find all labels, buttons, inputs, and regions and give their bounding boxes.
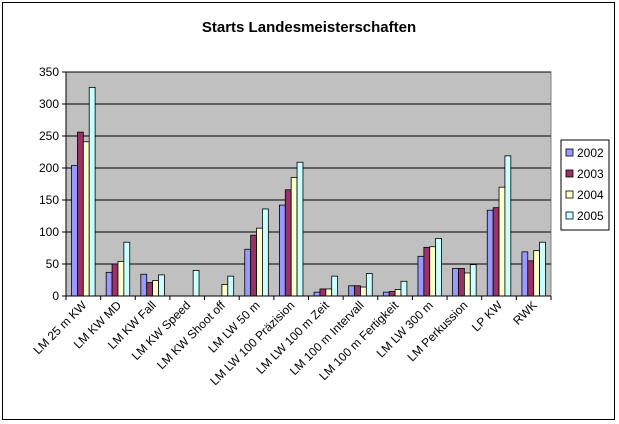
- legend-label: 2002: [577, 146, 604, 160]
- bar-2005: [158, 274, 165, 297]
- bar-2005: [331, 275, 339, 297]
- y-tick-label: 0: [52, 289, 59, 303]
- bar-2002: [452, 268, 459, 297]
- bar-2003: [146, 282, 154, 297]
- bar-2002: [417, 255, 425, 297]
- x-tick-label: LM Perkussion: [404, 298, 470, 364]
- bar-2005: [539, 241, 546, 297]
- chart-title: Starts Landesmeisterschaften: [202, 19, 416, 36]
- bar-2003: [527, 260, 535, 297]
- bar-2004: [360, 286, 367, 297]
- y-tick-label: 200: [39, 161, 59, 175]
- bar-2005: [469, 264, 477, 297]
- bar-2002: [486, 209, 494, 297]
- bar-2005: [88, 86, 96, 297]
- bar-2004: [498, 186, 506, 297]
- bar-2003: [458, 268, 465, 297]
- y-tick-label: 100: [39, 225, 59, 239]
- bar-2003: [423, 246, 431, 297]
- bar-2002: [278, 204, 286, 297]
- x-tick-label: RWK: [510, 298, 540, 328]
- legend-label: 2005: [577, 209, 604, 223]
- legend-swatch: [565, 211, 574, 220]
- legend-swatch: [565, 169, 574, 178]
- bar-2005: [227, 275, 235, 297]
- bar-2004: [117, 261, 125, 297]
- bar-2004: [82, 141, 90, 297]
- bar-2005: [435, 237, 442, 297]
- bar-2003: [492, 207, 500, 297]
- bar-2003: [250, 234, 257, 297]
- bar-2003: [388, 291, 396, 297]
- bar-2004: [533, 250, 540, 297]
- y-tick-label: 350: [39, 65, 59, 79]
- bar-2005: [504, 155, 512, 297]
- bar-2005: [400, 280, 408, 297]
- bar-2003: [77, 131, 84, 297]
- bar-2003: [111, 263, 119, 297]
- legend-label: 2003: [577, 167, 604, 181]
- bar-2004: [429, 246, 437, 297]
- bar-2002: [313, 291, 321, 297]
- bar-2002: [244, 248, 252, 297]
- bar-2003: [354, 285, 361, 297]
- x-tick-label: LP KW: [469, 298, 506, 335]
- legend-swatch: [565, 148, 574, 157]
- bar-2005: [192, 269, 200, 297]
- legend-label: 2004: [577, 188, 604, 202]
- bar-2002: [140, 273, 148, 297]
- bar-2002: [382, 291, 390, 297]
- bar-2004: [221, 284, 229, 297]
- y-tick-label: 300: [39, 97, 59, 111]
- bar-2004: [394, 289, 402, 297]
- gridlines: [66, 71, 551, 265]
- bar-2004: [256, 227, 263, 297]
- bar-2002: [105, 271, 113, 297]
- bar-2002: [71, 165, 78, 297]
- bar-2004: [290, 177, 298, 297]
- bar-2005: [365, 273, 373, 297]
- bar-2004: [463, 272, 471, 297]
- bar-2004: [325, 288, 333, 297]
- bar-2005: [262, 208, 269, 297]
- legend-swatch: [565, 190, 574, 199]
- bar-2003: [319, 288, 327, 297]
- bar-2002: [348, 285, 355, 297]
- bar-2005: [296, 161, 304, 297]
- bar-2003: [284, 189, 292, 297]
- plot-area: [65, 71, 552, 297]
- legend: 2002 2003 2004 2005: [560, 139, 610, 231]
- y-tick-label: 250: [39, 129, 59, 143]
- y-tick-label: 150: [39, 193, 59, 207]
- bar-2004: [152, 280, 159, 297]
- bar-2002: [521, 251, 529, 297]
- y-tick-label: 50: [46, 257, 60, 271]
- bar-2005: [123, 241, 131, 297]
